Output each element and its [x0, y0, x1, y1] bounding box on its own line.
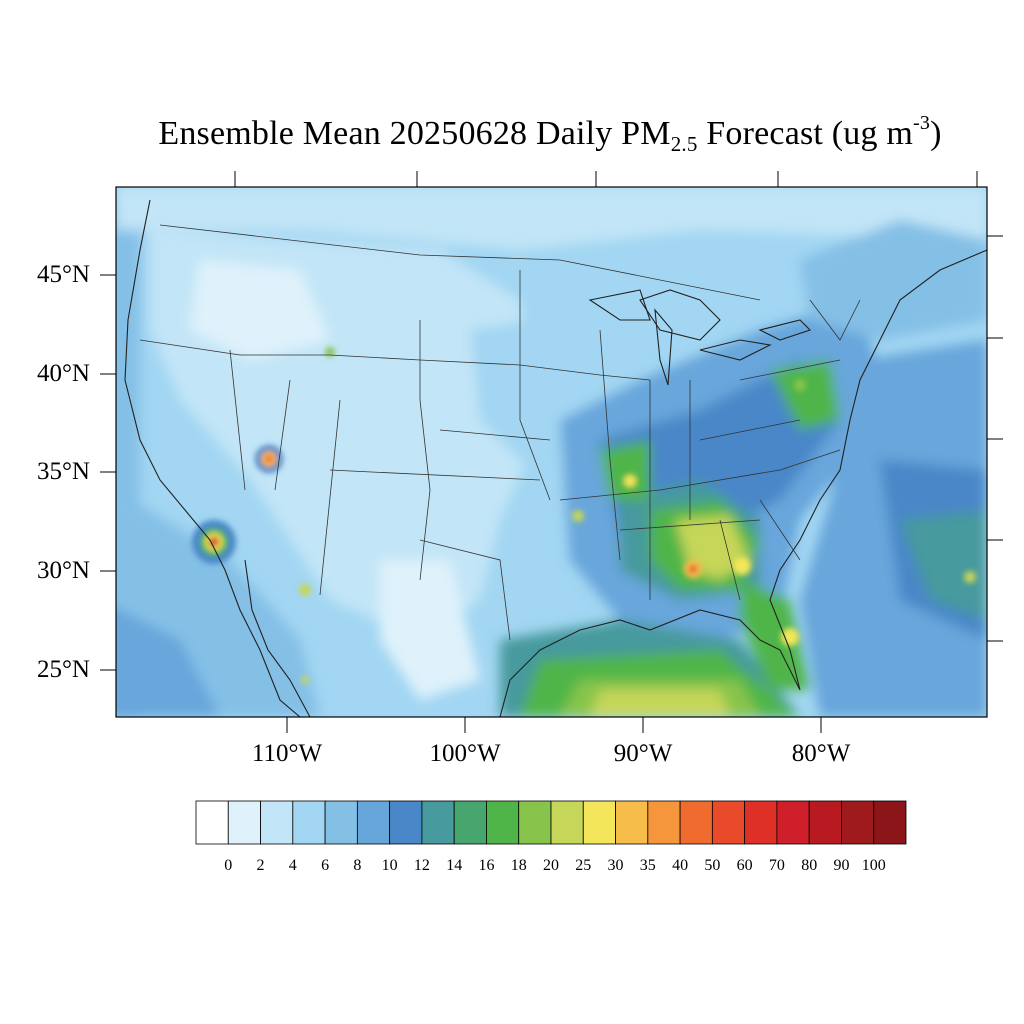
colorbar [195, 800, 907, 845]
colorbar-swatch [808, 800, 842, 845]
colorbar-label: 2 [256, 857, 265, 874]
colorbar-swatch [550, 800, 584, 845]
colorbar-label: 18 [510, 857, 527, 874]
colorbar-swatch [356, 800, 391, 845]
colorbar-label: 14 [446, 857, 463, 874]
top-ticks [234, 171, 978, 187]
state-borders [139, 224, 861, 641]
colorbar-label: 12 [413, 857, 430, 874]
colorbar-swatch [260, 800, 294, 845]
lon-label-110w: 110°W [251, 740, 323, 767]
coastlines [124, 199, 987, 717]
colorbar-swatch [679, 800, 713, 845]
colorbar-swatch [744, 800, 778, 845]
colorbar-label: 30 [607, 857, 624, 874]
colorbar-swatch [486, 800, 520, 845]
left-ticks [100, 274, 116, 671]
colorbar-label: 70 [768, 857, 785, 874]
lon-label-90w: 90°W [613, 740, 673, 767]
colorbar-label: 10 [381, 857, 398, 874]
colorbar-swatch [873, 800, 907, 845]
colorbar-swatch [615, 800, 649, 845]
colorbar-swatch [389, 800, 423, 845]
right-ticks [987, 235, 1003, 642]
colorbar-label: 25 [575, 857, 592, 874]
colorbar-swatch [582, 800, 616, 845]
colorbar-swatch [453, 800, 487, 845]
colorbar-label: 100 [861, 857, 886, 874]
lat-label-30n: 30°N [36, 557, 90, 584]
colorbar-swatch [841, 800, 875, 845]
colorbar-swatch [421, 800, 455, 845]
colorbar-label: 50 [704, 857, 721, 874]
lon-label-80w: 80°W [791, 740, 851, 767]
pm25-field [116, 187, 987, 717]
colorbar-label: 40 [672, 857, 689, 874]
title-subscript: 2.5 [670, 132, 698, 156]
colorbar-label: 90 [833, 857, 850, 874]
title-prefix: Ensemble Mean 20250628 Daily PM [158, 115, 671, 152]
colorbar-swatch [292, 800, 326, 845]
colorbar-label: 4 [288, 857, 297, 874]
lat-label-45n: 45°N [36, 261, 90, 288]
colorbar-swatch [518, 800, 552, 845]
colorbar-label: 8 [353, 857, 362, 874]
lat-label-25n: 25°N [36, 656, 90, 683]
colorbar-label: 20 [543, 857, 559, 874]
bottom-ticks [286, 717, 822, 733]
lon-label-100w: 100°W [429, 740, 501, 767]
colorbar-label: 60 [736, 857, 753, 874]
colorbar-swatch [711, 800, 746, 845]
colorbar-swatch [776, 800, 810, 845]
colorbar-label: 6 [321, 857, 330, 874]
colorbar-label: 0 [224, 857, 233, 874]
title-units-prefix: Forecast (ug m [697, 115, 914, 152]
lat-label-35n: 35°N [36, 458, 90, 485]
map-title: Ensemble Mean 20250628 Daily PM2.5 Forec… [0, 112, 1024, 157]
colorbar-swatch [195, 800, 229, 845]
lat-label-40n: 40°N [36, 360, 90, 387]
title-superscript: -3 [913, 112, 931, 134]
map-frame [115, 186, 988, 718]
colorbar-swatch [324, 800, 358, 845]
colorbar-swatch [647, 800, 681, 845]
colorbar-label: 80 [801, 857, 818, 874]
colorbar-swatch [227, 800, 261, 845]
colorbar-label: 35 [639, 857, 656, 874]
title-units-suffix: ) [930, 115, 942, 152]
colorbar-label: 16 [478, 857, 495, 874]
